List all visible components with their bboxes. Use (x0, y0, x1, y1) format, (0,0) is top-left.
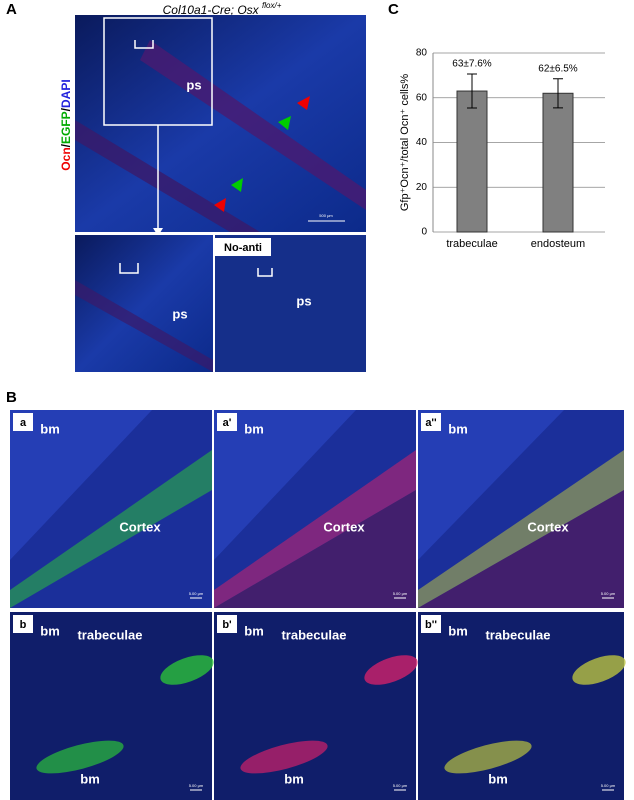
panel-label: B (6, 389, 17, 406)
image-label: Cortex (119, 519, 161, 534)
image-label: bm (488, 771, 508, 786)
scale-bar-label: 5.00 μm (601, 591, 616, 596)
error-bar (553, 78, 563, 109)
y-tick-label: 20 (416, 182, 428, 193)
stain-part: DAPI (59, 79, 73, 108)
image-label: ps (296, 293, 311, 308)
image-label: ps (172, 306, 187, 321)
cortex-stain (214, 490, 416, 608)
image-label: bm (80, 771, 100, 786)
x-tick-label: trabeculae (446, 238, 497, 250)
image-label: Cortex (527, 519, 569, 534)
cell (160, 655, 214, 685)
cell-band (10, 450, 212, 608)
bracket (257, 268, 273, 277)
image-tag: a' (223, 417, 232, 429)
stain-part: / (59, 107, 73, 111)
image-label: bm (448, 421, 468, 436)
tag-box (217, 615, 237, 633)
image-tag: a'' (425, 417, 437, 429)
title-superscript: flox/+ (262, 1, 282, 10)
image-label: Cortex (323, 519, 365, 534)
image-label: bm (40, 623, 60, 638)
cell (444, 740, 532, 774)
stain-label: Ocn/EGFP/DAPI (59, 79, 73, 170)
bar (456, 90, 488, 233)
image-label: trabeculae (77, 627, 142, 642)
cell (240, 740, 328, 774)
stain-part: Ocn (59, 147, 73, 170)
tag-box (421, 413, 441, 431)
y-tick-label: 80 (416, 48, 428, 59)
marrow (418, 410, 564, 560)
y-axis-label: Gfp⁺Ocn⁺/total Ocn⁺ cells% (399, 74, 411, 211)
tissue-band (75, 120, 260, 232)
image-label: bm (284, 771, 304, 786)
y-tick-label: 40 (416, 137, 428, 148)
panel-label: A (6, 1, 17, 18)
bracket (119, 263, 139, 274)
image-label: bm (448, 623, 468, 638)
arrowhead-green (231, 178, 243, 192)
micrograph (215, 235, 366, 372)
bracket (134, 40, 154, 49)
image-label: bm (244, 421, 264, 436)
image-tag: No-anti (224, 242, 262, 254)
value-label: 63±7.6% (452, 59, 492, 70)
bar-chart: 0 20 40 60 80 Gfp⁺Ocn⁺/total Ocn⁺ cells% 63±7.… (399, 48, 605, 250)
tissue-band (140, 40, 366, 210)
cell-band (418, 450, 624, 608)
arrowhead-red (297, 96, 310, 110)
scale-bar-label: 5.00 μm (189, 591, 204, 596)
stain-part: EGFP (59, 111, 73, 144)
cell (572, 655, 626, 685)
title-text: Col10a1-Cre; Osx (163, 3, 260, 17)
cell (36, 740, 124, 774)
image-tag: b' (222, 619, 232, 631)
scale-bar-label: 5.00 μm (393, 591, 408, 596)
marrow (214, 410, 356, 560)
value-label: 62±6.5% (538, 63, 578, 74)
tissue-band (75, 280, 213, 372)
scale-bar-label: 5.00 μm (601, 783, 616, 788)
image-tag: b'' (425, 619, 437, 631)
scale-bar-label: 500 μm (319, 213, 333, 218)
tag-box (215, 238, 271, 256)
stain-part: / (59, 143, 73, 147)
y-tick-label: 60 (416, 92, 428, 103)
image-label: trabeculae (485, 627, 550, 642)
image-label: bm (40, 421, 60, 436)
image-tag: a (20, 417, 27, 429)
marrow (10, 410, 152, 560)
arrowhead-green (278, 116, 291, 130)
scale-bar-label: 5.00 μm (189, 783, 204, 788)
scale-bar-label: 5.00 μm (393, 783, 408, 788)
image-tag: b (20, 619, 27, 631)
image-label: ps (186, 77, 201, 92)
cortex-stain (418, 490, 624, 608)
image-label: trabeculae (281, 627, 346, 642)
image-label: bm (244, 623, 264, 638)
error-bar (467, 73, 477, 109)
micrograph-grid: a bm Cortex 5.00 μm a' bm Cortex 5.00 μm a'' bm Co… (10, 410, 626, 800)
bar (542, 92, 574, 233)
panel-title: Col10a1-Cre; Osx flox/+ (163, 1, 282, 17)
tag-box (217, 413, 237, 431)
y-tick-label: 0 (421, 227, 427, 238)
micrograph (75, 15, 366, 232)
cell (364, 655, 418, 685)
arrow-head (153, 228, 163, 236)
panel-label: C (388, 1, 399, 18)
tag-box (13, 413, 33, 431)
tag-box (13, 615, 33, 633)
x-tick-label: endosteum (531, 238, 585, 250)
tag-box (421, 615, 441, 633)
cell-band (214, 450, 416, 608)
arrowhead-red (214, 198, 226, 212)
